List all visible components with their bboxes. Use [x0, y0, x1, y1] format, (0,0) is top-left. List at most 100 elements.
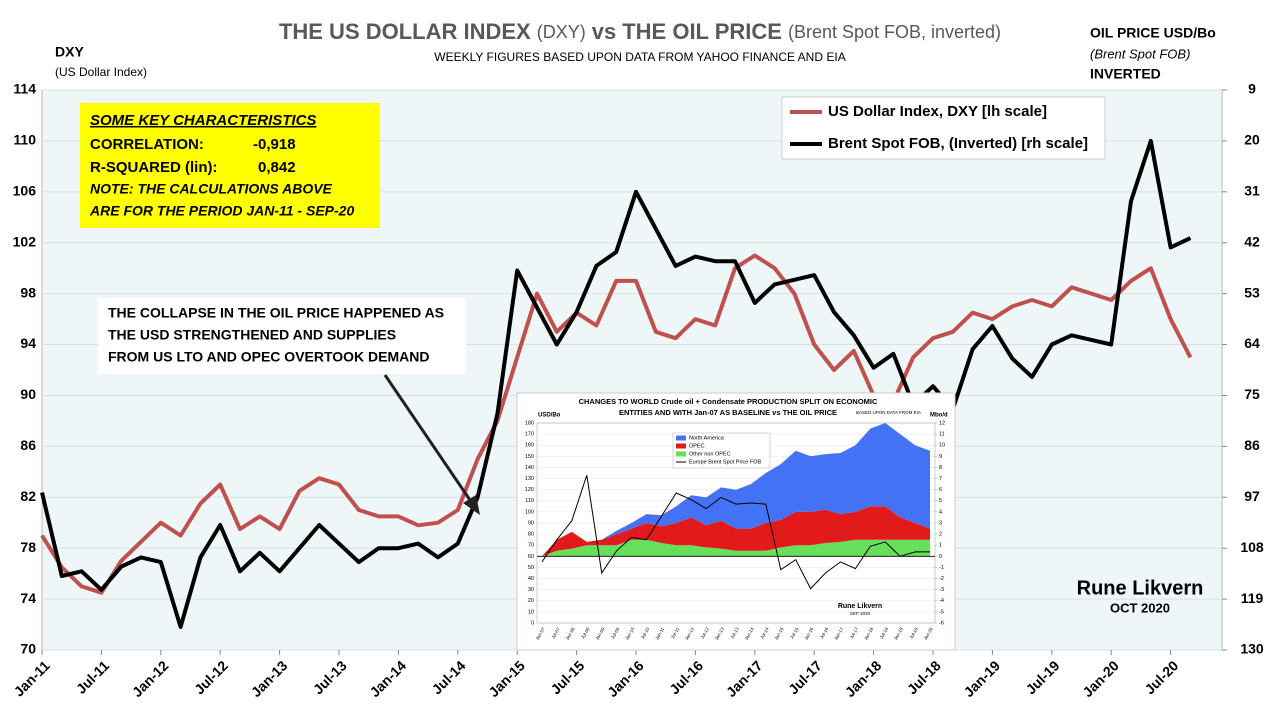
x-tick-label: Jul-14 [429, 657, 469, 697]
y2-tick-label: 108 [1240, 539, 1264, 555]
inset-y-tick-label: 150 [525, 454, 534, 460]
inset-title: CHANGES TO WORLD Crude oil + Condensate … [579, 397, 878, 406]
inset-x-tick-label: Jan-10 [624, 626, 635, 641]
legend-box [781, 96, 1106, 160]
x-tick-label: Jan-18 [842, 657, 885, 700]
title-part: (Brent Spot FOB, inverted) [788, 22, 1001, 42]
x-tick-label: Jul-11 [73, 657, 113, 697]
inset-x-tick-label: Jan-08 [565, 626, 576, 641]
inset-y2-tick-label: 10 [939, 443, 945, 449]
inset-y2-tick-label: 12 [939, 420, 945, 426]
inset-x-tick-label: Jul-19 [909, 626, 920, 640]
y-tick-label: 94 [20, 335, 36, 351]
inset-y-tick-label: 10 [528, 609, 534, 615]
callout-text: FROM US LTO AND OPEC OVERTOOK DEMAND [108, 349, 430, 365]
author: Rune Likvern [1077, 577, 1204, 599]
inset-y-tick-label: 180 [525, 420, 534, 426]
inset-y2-tick-label: 3 [939, 520, 942, 526]
inset-y-tick-label: 60 [528, 554, 534, 560]
legend-label: Brent Spot FOB, (Inverted) [rh scale] [828, 135, 1088, 152]
x-tick-label: Jan-19 [960, 657, 1003, 700]
inset-x-tick-label: Jul-10 [640, 626, 651, 640]
inset-y-tick-label: 140 [525, 465, 534, 471]
inset-y2-tick-label: -6 [939, 620, 944, 626]
x-tick-label: Jul-12 [191, 657, 231, 697]
y2-tick-label: 20 [1244, 132, 1260, 148]
inset-author: Rune Likvern [838, 603, 882, 610]
inset-legend-label: Other non OPEC [689, 451, 731, 457]
inset-title: ENTITIES AND WITH Jan-07 AS BASELINE vs … [619, 408, 837, 417]
inset-x-tick-label: Jan-15 [773, 626, 784, 641]
inset-legend-swatch [676, 443, 686, 449]
inset-area [542, 423, 930, 557]
inset-y2-tick-label: 9 [939, 454, 942, 460]
y-tick-label: 86 [20, 437, 36, 453]
inset-x-tick-label: Jul-12 [700, 626, 711, 640]
inset-y-tick-label: 0 [531, 620, 534, 626]
inset-y-tick-label: 170 [525, 432, 534, 438]
inset-x-tick-label: Jul-17 [849, 626, 860, 640]
y-tick-label: 110 [13, 132, 36, 148]
inset-y2-tick-label: 7 [939, 476, 942, 482]
inset-y2-title: Mbo/d [930, 413, 948, 419]
x-tick-label: Jan-14 [366, 657, 409, 700]
y-tick-label: 90 [20, 386, 36, 402]
inset-y-tick-label: 120 [525, 487, 534, 493]
inset-y-tick-label: 30 [528, 587, 534, 593]
inset-y-tick-label: 70 [528, 543, 534, 549]
inset-area [542, 506, 930, 557]
inset-y2-tick-label: 4 [939, 509, 942, 515]
x-tick-label: Jan-13 [248, 657, 291, 700]
y2-axis-subtitle: (Brent Spot FOB) [1090, 46, 1190, 61]
inset-y-tick-label: 110 [525, 498, 534, 504]
y-tick-label: 102 [13, 233, 37, 249]
key-value: -0,918 [253, 136, 296, 153]
x-tick-label: Jan-15 [485, 657, 528, 700]
x-tick-label: Jul-20 [1141, 657, 1181, 697]
inset-y2-tick-label: 8 [939, 465, 942, 471]
key-box [80, 103, 380, 228]
inset-y2-tick-label: 0 [939, 554, 942, 560]
y2-tick-label: 53 [1244, 284, 1260, 300]
inset-subtitle: BASED UPON DATA FROM EIA [856, 410, 921, 415]
key-value: 0,842 [258, 159, 296, 176]
inset-x-tick-label: Jan-16 [803, 626, 814, 641]
inset-y2-tick-label: -4 [939, 598, 944, 604]
inset-plot-border [536, 422, 936, 624]
y2-axis-subtitle: INVERTED [1090, 66, 1161, 82]
inset-y-tick-label: 160 [525, 443, 534, 449]
y-axis-subtitle: (US Dollar Index) [55, 65, 147, 79]
y2-tick-label: 64 [1244, 335, 1260, 351]
y-tick-label: 74 [20, 590, 36, 606]
inset-author-date: SEP 2020 [850, 611, 871, 616]
inset-y2-tick-label: -5 [939, 609, 944, 615]
inset-x-tick-label: Jul-13 [729, 626, 740, 640]
inset-y2-tick-label: -3 [939, 587, 944, 593]
inset-y-tick-label: 100 [525, 509, 534, 515]
inset-line [541, 475, 930, 590]
inset-x-tick-label: Jan-19 [893, 626, 904, 641]
data-line [40, 253, 1193, 595]
y2-tick-label: 31 [1244, 183, 1260, 199]
title-part: THE US DOLLAR INDEX [279, 19, 531, 44]
y2-tick-label: 86 [1244, 437, 1260, 453]
inset-legend-label: OPEC [689, 443, 705, 449]
x-tick-label: Jul-18 [904, 657, 944, 697]
y-axis-title: DXY [55, 44, 84, 60]
y2-axis-title: OIL PRICE USD/Bo [1090, 25, 1216, 41]
y-tick-label: 70 [20, 641, 36, 657]
inset-y-tick-label: 130 [525, 476, 534, 482]
key-heading: SOME KEY CHARACTERISTICS [90, 112, 316, 129]
inset-y-tick-label: 20 [528, 598, 534, 604]
inset-y2-tick-label: 11 [939, 432, 945, 438]
callout-box [98, 298, 466, 374]
inset-y-title: USD/Bo [538, 413, 561, 419]
inset-x-tick-label: Jan-18 [863, 626, 874, 641]
inset-x-tick-label: Jul-07 [550, 626, 561, 640]
callout-text: THE USD STRENGTHENED AND SUPPLIES [108, 327, 396, 343]
x-tick-label: Jul-13 [310, 657, 350, 697]
y2-tick-label: 119 [1241, 590, 1264, 606]
key-label: R-SQUARED (lin): [90, 159, 218, 176]
inset-x-tick-label: Jan-11 [654, 626, 665, 641]
y2-tick-label: 97 [1244, 488, 1260, 504]
